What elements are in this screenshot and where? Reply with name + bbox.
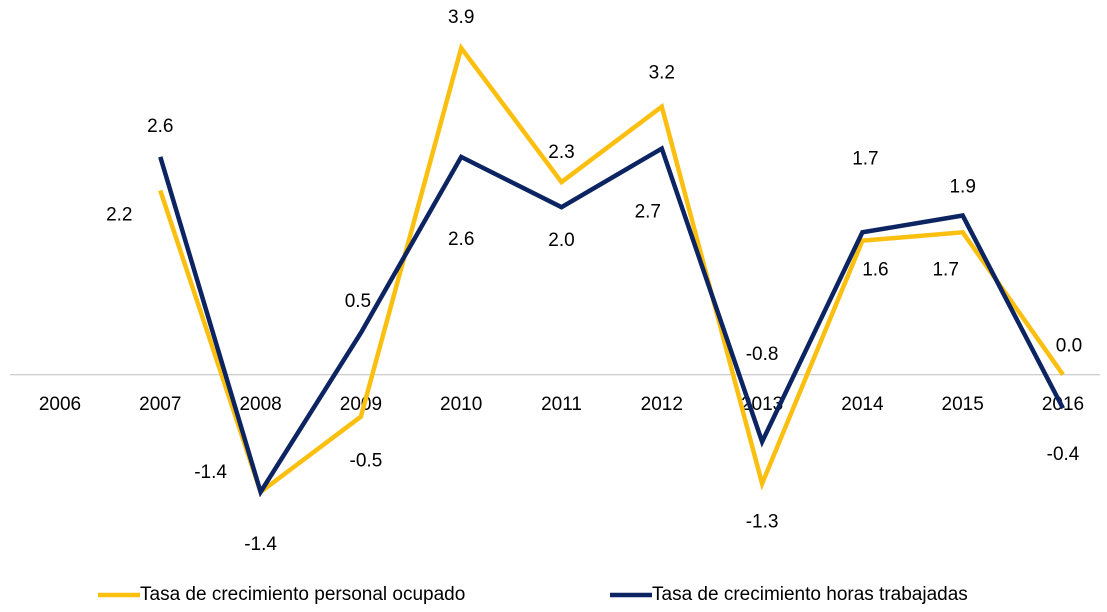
data-label: -1.4 — [244, 534, 277, 555]
data-label: 1.7 — [932, 259, 958, 280]
data-label: -1.3 — [746, 512, 779, 533]
data-label: 2.7 — [635, 202, 661, 223]
x-tick-label: 2014 — [841, 394, 884, 415]
data-label: 1.7 — [852, 148, 878, 169]
data-label: 1.9 — [949, 177, 975, 198]
series-line — [158, 145, 1065, 498]
x-tick-label: 2015 — [942, 394, 984, 415]
data-label: -0.5 — [350, 451, 383, 472]
x-tick-label: 2009 — [340, 394, 382, 415]
legend-label: Tasa de crecimiento personal ocupado — [140, 584, 465, 605]
data-label: -0.8 — [746, 344, 779, 365]
series-line — [158, 42, 1065, 496]
data-label: 1.6 — [862, 260, 888, 281]
legend-label: Tasa de crecimiento horas trabajadas — [652, 584, 968, 605]
x-tick-label: 2008 — [239, 394, 281, 415]
data-label: 0.0 — [1056, 336, 1082, 357]
x-tick-label: 2007 — [139, 394, 181, 415]
data-label: 0.5 — [345, 291, 371, 312]
x-tick-label: 2010 — [440, 394, 482, 415]
data-label: 2.6 — [448, 229, 474, 250]
x-tick-label: 2012 — [641, 394, 683, 415]
data-label: -0.4 — [1047, 444, 1080, 465]
data-label: 2.2 — [106, 204, 132, 225]
data-label: -1.4 — [194, 462, 227, 483]
data-label: 2.0 — [548, 230, 574, 251]
data-label: 2.6 — [147, 116, 173, 137]
data-label: 3.2 — [649, 63, 675, 84]
x-tick-label: 2006 — [39, 394, 81, 415]
data-label: 2.3 — [548, 142, 574, 163]
x-tick-label: 2011 — [541, 394, 582, 415]
data-label: 3.9 — [448, 7, 474, 28]
